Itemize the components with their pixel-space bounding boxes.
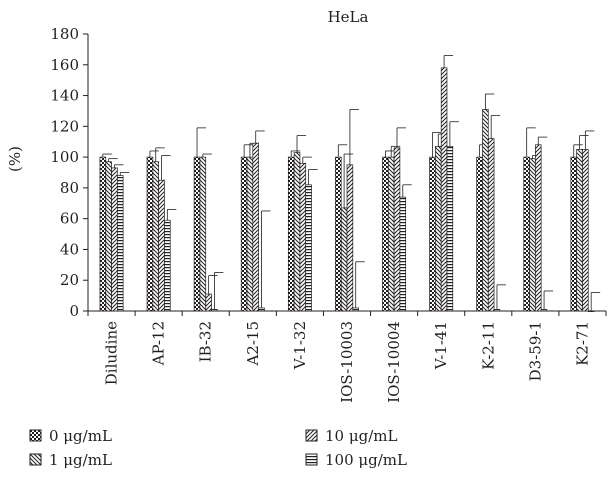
bar <box>258 307 265 312</box>
bar <box>387 156 395 312</box>
legend-label: 0 μg/mL <box>49 427 112 445</box>
bar <box>493 309 501 312</box>
y-tick-label: 140 <box>50 87 79 105</box>
bar <box>116 175 124 312</box>
bar <box>382 156 389 312</box>
bar <box>246 156 254 312</box>
bar <box>435 145 442 312</box>
bar <box>440 67 448 312</box>
x-tick-label: Diludine <box>103 321 121 385</box>
bar <box>540 309 548 312</box>
bar <box>193 156 201 312</box>
bar <box>211 309 218 312</box>
bar <box>446 145 454 312</box>
legend-swatch <box>29 429 42 442</box>
x-tick-label: K2-71 <box>573 321 591 366</box>
bar <box>340 207 348 312</box>
legend-swatch <box>305 453 318 466</box>
y-tick-label: 0 <box>69 302 79 320</box>
bar <box>482 109 489 312</box>
bar <box>576 149 583 312</box>
x-tick-label: IB-32 <box>197 321 215 362</box>
bar <box>487 138 495 312</box>
legend-swatch <box>29 453 42 466</box>
bar <box>299 162 307 312</box>
bar <box>158 179 165 312</box>
bar <box>335 156 342 312</box>
bar <box>152 161 159 312</box>
y-tick-label: 20 <box>60 271 79 289</box>
x-tick-label: AP-12 <box>150 321 168 366</box>
bar <box>164 219 171 312</box>
legend-label: 10 μg/mL <box>325 427 397 445</box>
bar <box>240 156 248 312</box>
bar <box>399 196 407 312</box>
x-tick-label: IOS-10003 <box>338 321 356 403</box>
bar <box>352 307 359 312</box>
bar <box>429 156 436 312</box>
legend-label: 1 μg/mL <box>49 451 112 469</box>
bar <box>476 156 483 312</box>
chart-title: HeLa <box>328 8 369 26</box>
x-tick-label: D3-59-1 <box>526 321 544 381</box>
y-tick-label: 80 <box>60 179 79 197</box>
bars-group <box>99 55 601 312</box>
y-tick-label: 160 <box>50 56 79 74</box>
y-tick-label: 60 <box>60 210 79 228</box>
bar <box>99 156 107 312</box>
bar <box>293 152 301 312</box>
bar <box>523 156 530 312</box>
bar <box>105 161 112 312</box>
x-tick-label: K-2-11 <box>479 321 497 370</box>
y-tick-label: 180 <box>50 25 79 43</box>
bar <box>252 142 259 312</box>
bar <box>111 167 118 312</box>
legend-label: 100 μg/mL <box>325 451 407 469</box>
bar <box>535 144 542 312</box>
x-tick-label: A2-15 <box>244 321 262 367</box>
bar <box>287 156 295 312</box>
bar <box>205 293 212 312</box>
axes: 0 20 40 60 80 100 120 140 160 180 Diludine AP-12 IB-… <box>50 25 607 403</box>
y-tick-label: 40 <box>60 240 79 258</box>
bar <box>199 156 207 312</box>
bar <box>346 164 354 312</box>
bar <box>146 156 154 312</box>
bar <box>305 184 312 312</box>
y-tick-label: 100 <box>50 148 79 166</box>
legend: 0 μg/mL 10 μg/mL 1 μg/mL 100 μg/mL <box>29 427 407 469</box>
bar <box>587 310 595 312</box>
bar <box>582 149 589 312</box>
bar <box>529 158 536 312</box>
y-tick-label: 120 <box>50 117 79 135</box>
x-tick-label: V-1-32 <box>291 321 309 370</box>
bar <box>570 156 578 312</box>
x-tick-label: V-1-41 <box>432 321 450 370</box>
legend-swatch <box>305 429 318 442</box>
bar <box>393 147 401 312</box>
x-tick-label: IOS-10004 <box>385 321 403 403</box>
y-axis-label: (%) <box>6 146 24 172</box>
